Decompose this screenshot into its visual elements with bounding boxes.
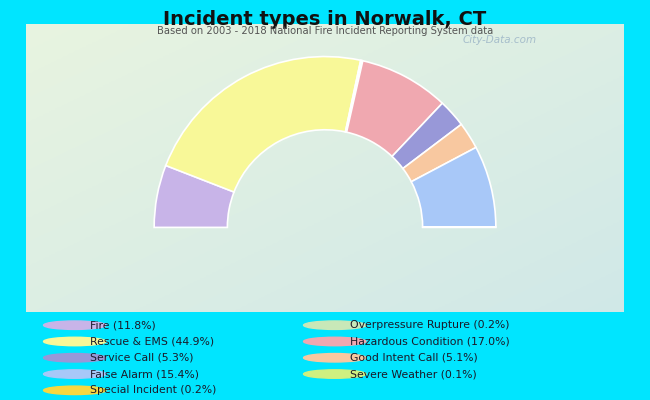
Text: City-Data.com: City-Data.com [462, 35, 536, 45]
Text: Fire (11.8%): Fire (11.8%) [90, 320, 155, 330]
Circle shape [304, 370, 366, 378]
Text: Based on 2003 - 2018 National Fire Incident Reporting System data: Based on 2003 - 2018 National Fire Incid… [157, 26, 493, 36]
Circle shape [44, 386, 106, 394]
Text: Good Intent Call (5.1%): Good Intent Call (5.1%) [350, 353, 478, 363]
Text: Rescue & EMS (44.9%): Rescue & EMS (44.9%) [90, 336, 214, 346]
Wedge shape [345, 60, 362, 132]
Wedge shape [346, 60, 363, 132]
Wedge shape [154, 166, 234, 227]
Text: Overpressure Rupture (0.2%): Overpressure Rupture (0.2%) [350, 320, 509, 330]
Text: False Alarm (15.4%): False Alarm (15.4%) [90, 369, 199, 379]
Circle shape [304, 354, 366, 362]
Text: Hazardous Condition (17.0%): Hazardous Condition (17.0%) [350, 336, 510, 346]
Wedge shape [403, 124, 476, 182]
Wedge shape [411, 148, 496, 227]
Wedge shape [346, 61, 443, 156]
Text: Severe Weather (0.1%): Severe Weather (0.1%) [350, 369, 476, 379]
Text: Special Incident (0.2%): Special Incident (0.2%) [90, 385, 216, 395]
Wedge shape [392, 103, 462, 168]
Text: Incident types in Norwalk, CT: Incident types in Norwalk, CT [163, 10, 487, 29]
Circle shape [304, 337, 366, 346]
Circle shape [44, 354, 106, 362]
Text: Service Call (5.3%): Service Call (5.3%) [90, 353, 193, 363]
Wedge shape [166, 56, 361, 192]
Circle shape [304, 321, 366, 330]
Circle shape [44, 370, 106, 378]
Circle shape [44, 337, 106, 346]
Circle shape [44, 321, 106, 330]
